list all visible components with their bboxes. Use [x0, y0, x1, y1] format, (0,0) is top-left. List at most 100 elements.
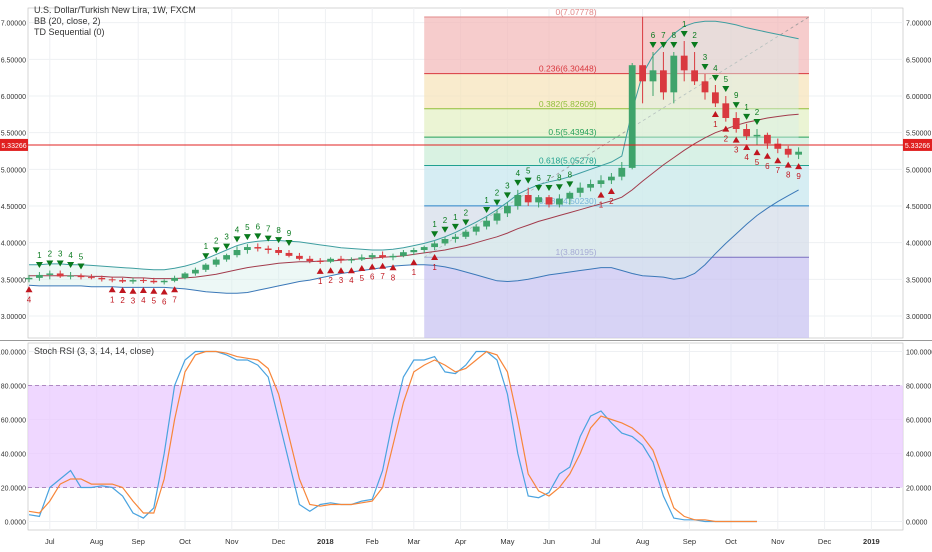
time-axis-label: 2018 [317, 537, 334, 546]
td-sell-arrow [566, 181, 574, 188]
td-buy-count: 1 [599, 201, 604, 210]
td-sell-arrow [483, 207, 491, 213]
td-buy-arrow [337, 267, 345, 274]
td-buy-arrow [171, 286, 179, 293]
candle-body [46, 273, 54, 275]
candle-body [171, 277, 178, 281]
price-axis-label-left: 4.00000 [1, 241, 26, 248]
td-sell-arrow [275, 237, 283, 244]
td-sell-count: 1 [682, 20, 687, 29]
time-axis-label: Sep [683, 537, 696, 546]
td-buy-arrow [607, 188, 615, 194]
td-buy-count: 7 [172, 295, 177, 304]
td-sell-count: 8 [557, 173, 562, 182]
fib-zone [424, 205, 809, 258]
td-indicator-label[interactable]: TD Sequential (0) [34, 27, 105, 37]
td-sell-count: 8 [276, 226, 281, 235]
time-axis-label: Feb [366, 537, 379, 546]
price-axis-label-right: 3.50000 [906, 277, 931, 284]
candle-body [743, 129, 750, 137]
td-sell-count: 1 [204, 242, 209, 251]
td-sell-arrow [524, 177, 532, 184]
td-sell-count: 3 [505, 181, 510, 190]
td-buy-arrow [25, 286, 33, 293]
symbol-title[interactable]: U.S. Dollar/Turkish New Lira, 1W, FXCM [34, 5, 196, 15]
td-buy-arrow [774, 157, 782, 164]
td-buy-arrow [410, 259, 418, 266]
price-axis-label-right: 3.00000 [906, 314, 931, 321]
td-buy-count: 1 [318, 277, 323, 286]
stoch-axis-label-left: 40.0000 [1, 452, 26, 459]
td-sell-count: 7 [547, 174, 552, 183]
candle-body [192, 269, 199, 274]
td-sell-arrow [77, 263, 85, 270]
candle-body [576, 187, 584, 193]
price-axis-label-left: 5.00000 [1, 167, 26, 174]
candle-body [67, 275, 74, 277]
candle-body [608, 176, 615, 181]
td-sell-count: 2 [443, 216, 448, 225]
td-sell-arrow [535, 185, 543, 191]
td-sell-arrow [691, 42, 699, 48]
candle-body [275, 250, 282, 253]
candle-body [316, 261, 324, 262]
td-buy-arrow [316, 267, 324, 274]
td-sell-count: 8 [568, 170, 573, 179]
stoch-axis-label-right: 100.0000 [906, 350, 932, 357]
candle-body [753, 134, 761, 137]
fib-zone [424, 73, 809, 109]
fib-level-label: 0(7.07778) [555, 7, 596, 17]
candle-body [88, 277, 95, 279]
td-buy-count: 6 [370, 273, 375, 282]
td-sell-arrow [67, 262, 75, 268]
td-sell-count: 2 [692, 31, 697, 40]
td-buy-arrow [722, 125, 730, 132]
price-axis-label-left: 3.00000 [1, 314, 26, 321]
candle-body [264, 248, 272, 250]
td-sell-arrow [753, 119, 761, 125]
td-sell-arrow [659, 42, 667, 48]
candle-body [545, 197, 553, 205]
candle-body [691, 70, 698, 82]
time-axis-label: Dec [818, 537, 832, 546]
td-buy-count: 3 [339, 276, 344, 285]
stoch-indicator-label[interactable]: Stoch RSI (3, 3, 14, 14, close) [34, 346, 155, 356]
candle-body [649, 70, 657, 82]
td-buy-count: 1 [412, 268, 417, 277]
td-sell-arrow [545, 185, 553, 191]
td-sell-arrow [35, 262, 43, 268]
fib-zone [424, 137, 809, 166]
stoch-axis-label-left: 100.0000 [0, 350, 26, 357]
td-sell-arrow [233, 236, 241, 243]
candle-body [56, 273, 64, 277]
candle-body [337, 258, 345, 261]
bb-indicator-label[interactable]: BB (20, close, 2) [34, 16, 101, 26]
fib-level-label: 1(3.80195) [555, 247, 596, 257]
stoch-axis-label-right: 20.0000 [906, 486, 931, 493]
candle-body [181, 273, 189, 278]
td-buy-count: 6 [162, 297, 167, 306]
td-buy-count: 2 [609, 197, 614, 206]
candle-body [233, 250, 241, 256]
td-sell-arrow [555, 184, 563, 191]
td-buy-arrow [431, 254, 439, 260]
candle-body [223, 255, 230, 260]
td-buy-count: 4 [744, 153, 749, 162]
td-buy-arrow [160, 288, 168, 295]
stoch-axis-label-right: 80.0000 [906, 384, 931, 391]
td-sell-count: 5 [79, 252, 84, 261]
td-sell-count: 5 [245, 223, 250, 232]
candle-body [639, 65, 646, 82]
td-buy-count: 6 [765, 162, 770, 171]
td-sell-count: 9 [287, 229, 292, 238]
candle-body [483, 220, 490, 227]
fib-zone [424, 16, 809, 74]
candle-body [701, 81, 709, 93]
td-sell-arrow [56, 260, 64, 267]
candle-body [244, 247, 251, 250]
td-buy-arrow [711, 111, 719, 117]
td-buy-count: 5 [755, 158, 760, 167]
stoch-axis-label-left: 80.0000 [1, 384, 26, 391]
